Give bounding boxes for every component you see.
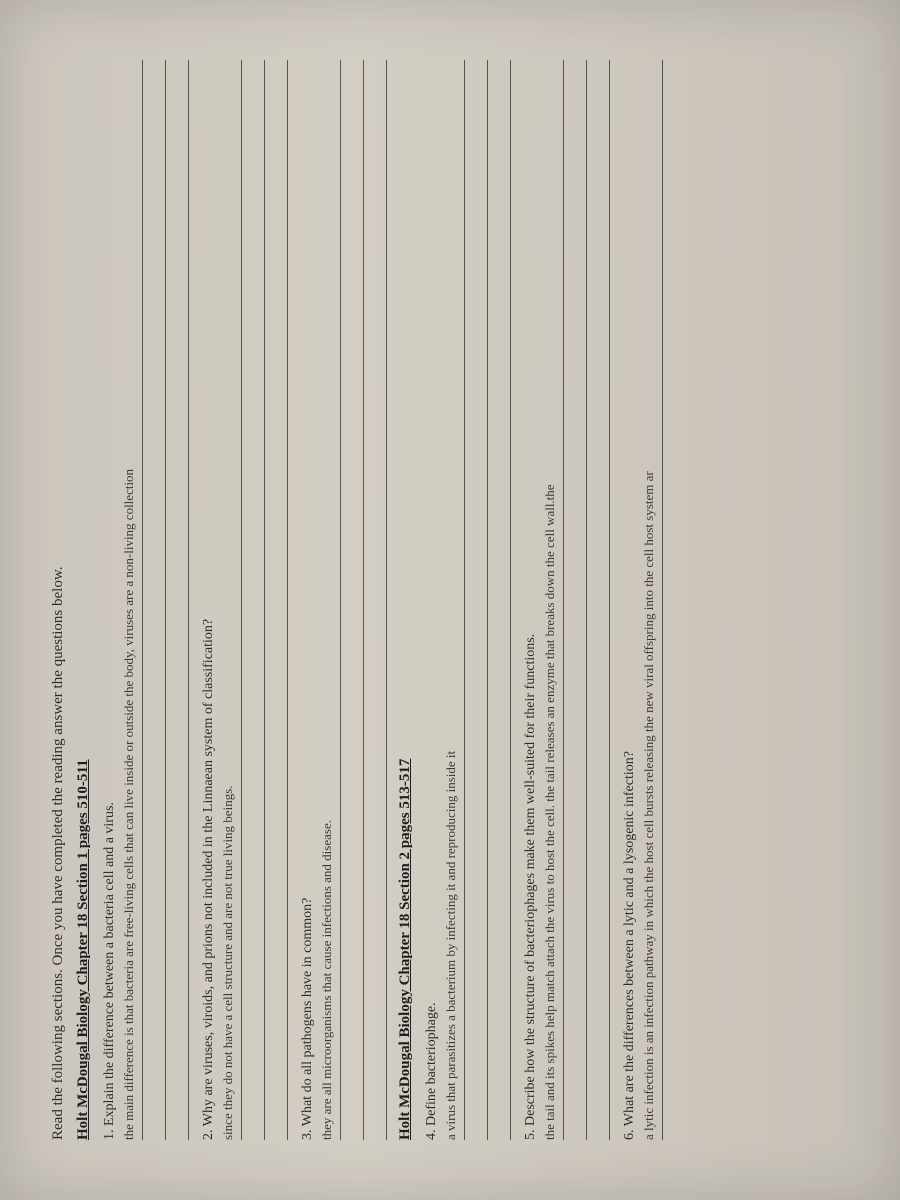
blank-line	[143, 60, 166, 1140]
section-2-header: Holt McDougal Biology Chapter 18 Section…	[397, 60, 414, 1140]
worksheet-page: Read the following sections. Once you ha…	[0, 0, 900, 1200]
question-2-answer: since they do not have a cell structure …	[219, 60, 242, 1140]
blank-line	[364, 60, 387, 1140]
question-2-prompt: 2. Why are viruses, viroids, and prions …	[201, 60, 217, 1140]
blank-line	[166, 60, 189, 1140]
section-1-header: Holt McDougal Biology Chapter 18 Section…	[75, 60, 92, 1140]
instruction-text: Read the following sections. Once you ha…	[50, 60, 67, 1140]
question-1-prompt: 1. Explain the difference between a bact…	[102, 60, 118, 1140]
question-3-prompt: 3. What do all pathogens have in common?	[300, 60, 316, 1140]
blank-line	[242, 60, 265, 1140]
question-6-answer: a lytic infection is an infection pathwa…	[640, 60, 663, 1140]
blank-line	[341, 60, 364, 1140]
blank-line	[564, 60, 587, 1140]
question-3-answer: they are all microorganisms that cause i…	[318, 60, 341, 1140]
question-4-prompt: 4. Define bacteriophage.	[424, 60, 440, 1140]
blank-line	[587, 60, 610, 1140]
blank-line	[465, 60, 488, 1140]
blank-line	[488, 60, 511, 1140]
question-5-prompt: 5. Describe how the structure of bacteri…	[523, 60, 539, 1140]
question-6-prompt: 6. What are the differences between a ly…	[622, 60, 638, 1140]
question-1-answer: the main difference is that bacteria are…	[120, 60, 143, 1140]
question-5-answer: the tail and its spikes help match attac…	[541, 60, 564, 1140]
blank-line	[265, 60, 288, 1140]
question-4-answer: a virus that parasitizes a bacterium by …	[442, 60, 465, 1140]
